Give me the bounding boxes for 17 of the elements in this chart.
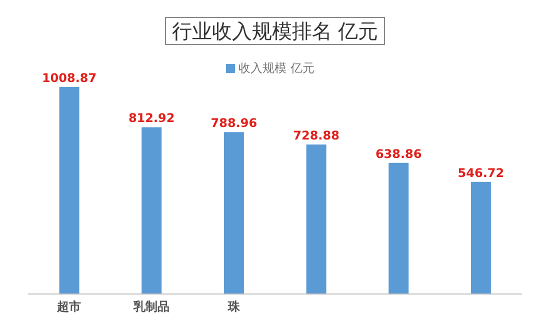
data-label: 638.86 xyxy=(375,146,422,161)
bar xyxy=(59,87,80,294)
legend-label: 收入规模 亿元 xyxy=(238,61,314,75)
bar xyxy=(470,182,491,294)
bar xyxy=(142,127,162,294)
data-label: 728.88 xyxy=(293,128,340,142)
bar xyxy=(388,162,409,294)
data-label: 546.72 xyxy=(458,166,504,180)
x-tick-label: 超市 xyxy=(56,300,82,314)
bar xyxy=(224,132,244,294)
x-tick-label: 珠 xyxy=(226,300,241,314)
chart-title: 行业收入规模排名 亿元 xyxy=(164,17,386,45)
data-label: 1008.87 xyxy=(42,71,97,85)
x-tick-label: 乳制品 xyxy=(132,300,170,314)
data-label: 812.92 xyxy=(128,111,175,126)
data-label: 788.96 xyxy=(210,116,258,130)
bar xyxy=(306,144,326,294)
